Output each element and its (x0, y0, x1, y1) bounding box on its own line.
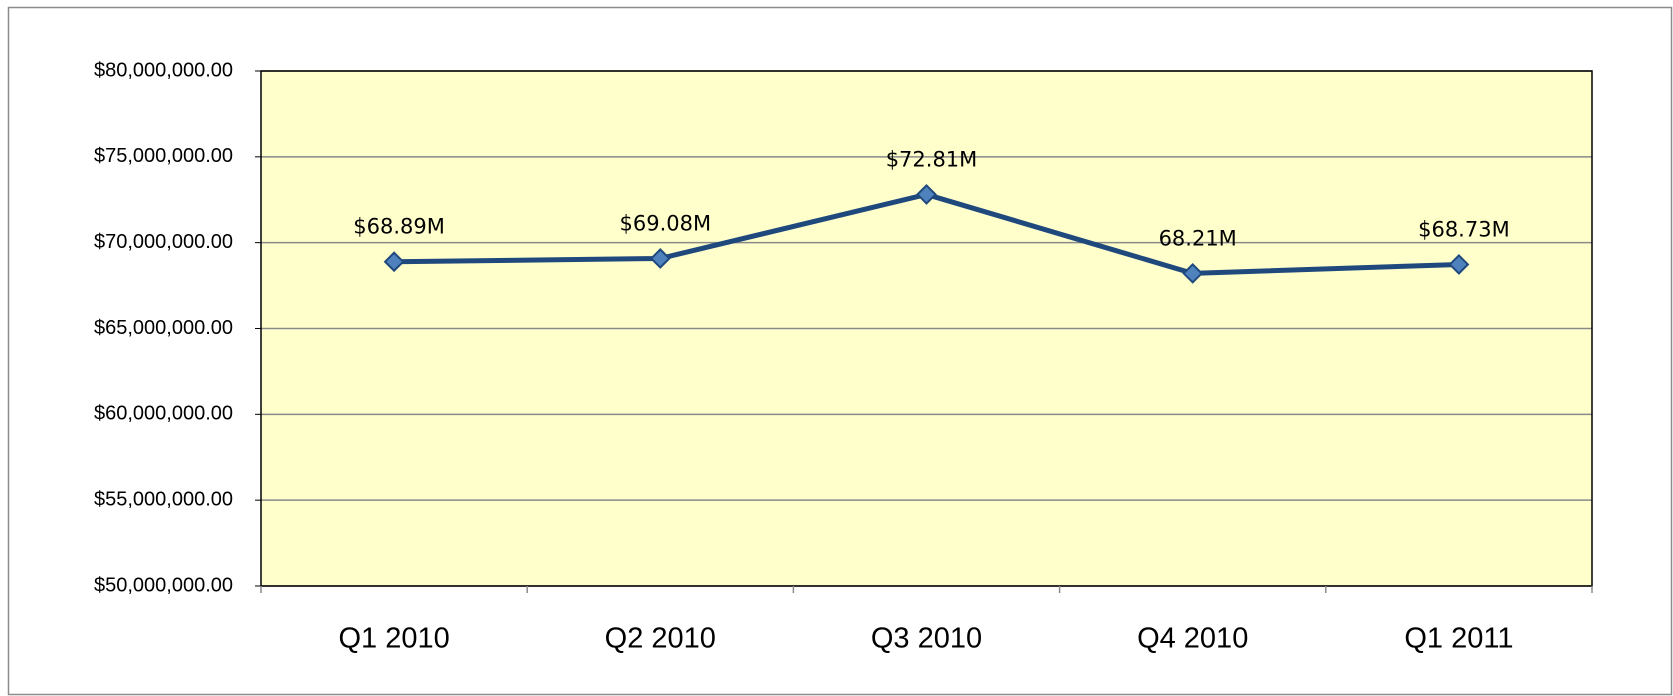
marker (916, 184, 937, 205)
y-tick-label: $80,000,000.00 (94, 59, 233, 81)
y-tick-label: $75,000,000.00 (94, 145, 233, 167)
x-tick-label: Q1 2011 (1404, 623, 1513, 655)
marker (649, 248, 671, 269)
y-tick-label: $70,000,000.00 (94, 231, 233, 253)
plot-border (260, 70, 1593, 587)
data-label: 68.21M (1159, 226, 1237, 250)
y-tick-label: $50,000,000.00 (94, 574, 233, 596)
x-tick-label: Q4 2010 (1137, 623, 1248, 655)
x-tick-label: Q2 2010 (605, 623, 716, 655)
y-tick-label: $55,000,000.00 (94, 488, 233, 510)
y-tick-label: $60,000,000.00 (94, 403, 233, 425)
data-label: $72.81M (886, 147, 978, 171)
marker (1448, 254, 1470, 275)
x-tick-label: Q3 2010 (871, 623, 982, 655)
data-label: $68.89M (353, 215, 445, 239)
marker (1182, 262, 1204, 284)
marker (383, 251, 405, 273)
data-label: $69.08M (619, 211, 711, 235)
y-tick-label: $65,000,000.00 (94, 317, 233, 339)
x-tick-label: Q1 2010 (338, 623, 449, 655)
data-label: $68.73M (1418, 217, 1510, 241)
